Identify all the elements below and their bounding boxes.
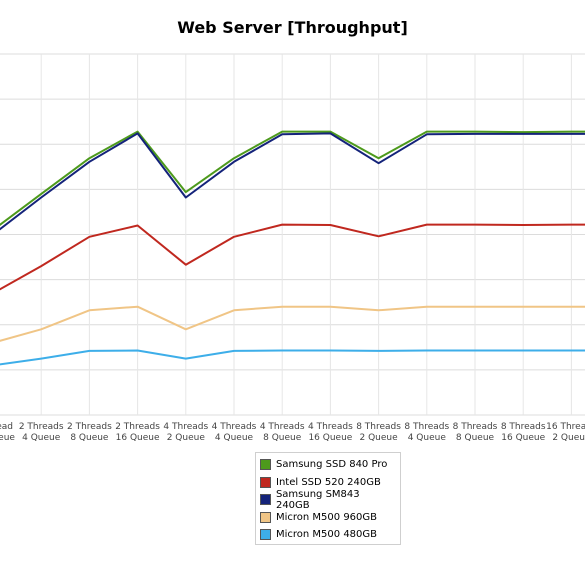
legend-item: Micron M500 960GB <box>260 509 396 527</box>
series-line-2 <box>0 132 585 231</box>
legend-label: Intel SSD 520 240GB <box>276 476 381 488</box>
legend-swatch <box>260 529 271 541</box>
legend-label: Samsung SM843 240GB <box>275 488 360 511</box>
x-tick-label: 4 Threads 4 Queue <box>212 422 257 443</box>
legend-item: Samsung SSD 840 Pro <box>260 456 396 474</box>
legend-item: Micron M500 480GB <box>260 526 396 544</box>
grid-lines <box>0 53 585 416</box>
legend-label: Micron M500 480GB <box>276 529 378 541</box>
legend: Samsung SSD 840 Pro Intel SSD 520 240GB Sa… <box>255 452 401 545</box>
chart-title: Web Server [Throughput] <box>177 18 408 37</box>
legend-label: Samsung SSD 840 Pro <box>276 459 388 471</box>
legend-swatch <box>260 494 271 506</box>
x-tick-label: 4 Threads 2 Queue <box>163 422 208 443</box>
legend-item: Intel SSD 520 240GB <box>260 474 396 492</box>
x-tick-label: 1 Thread32 Queue <box>0 422 15 443</box>
legend-label: Micron M500 960GB <box>276 511 378 523</box>
x-tick-label: 8 Threads 4 Queue <box>404 422 449 443</box>
legend-item: Samsung SM843 240GB <box>260 488 396 511</box>
legend-swatch <box>260 476 271 488</box>
x-tick-label: 2 Threads 8 Queue <box>67 422 112 443</box>
series-line-3 <box>0 305 585 342</box>
x-tick-label: 8 Threads 2 Queue <box>356 422 401 443</box>
x-tick-label: 4 Threads 16 Queue <box>308 422 353 443</box>
legend-swatch <box>260 511 271 523</box>
legend-swatch <box>260 459 271 471</box>
series-line-4 <box>0 349 585 366</box>
x-tick-label: 4 Threads 8 Queue <box>260 422 305 443</box>
x-tick-label: 2 Threads 16 Queue <box>115 422 160 443</box>
series-line-0 <box>0 130 585 227</box>
series-lines <box>0 130 585 366</box>
x-tick-label: 8 Threads 16 Queue <box>501 422 546 443</box>
x-tick-label: 8 Threads 8 Queue <box>453 422 498 443</box>
series-line-1 <box>0 223 585 291</box>
x-tick-label: 2 Threads 4 Queue <box>19 422 64 443</box>
